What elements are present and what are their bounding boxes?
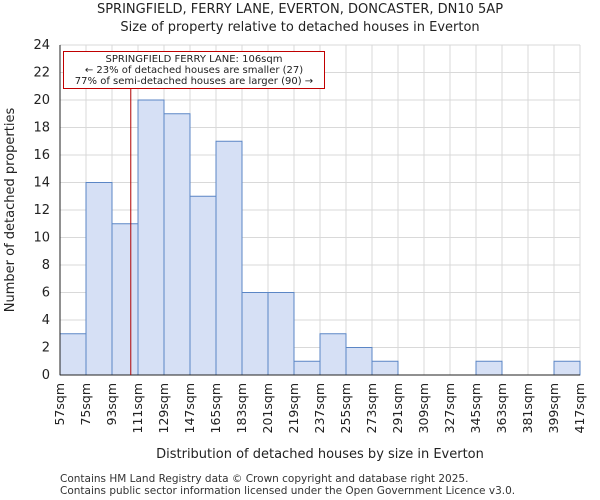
x-tick-label: 57sqm <box>52 383 67 426</box>
x-tick-label: 75sqm <box>78 383 93 426</box>
footer-line-2: Contains public sector information licen… <box>60 485 516 497</box>
bar <box>241 292 269 376</box>
y-tick-label: 2 <box>42 341 50 356</box>
x-tick-label: 363sqm <box>494 383 509 433</box>
x-tick-label: 327sqm <box>442 383 457 433</box>
y-tick-label: 14 <box>33 176 50 191</box>
x-tick-label: 129sqm <box>156 383 171 433</box>
footer-line-1: Contains HM Land Registry data © Crown c… <box>60 473 469 485</box>
y-tick-label: 24 <box>33 38 50 53</box>
x-tick-label: 381sqm <box>520 383 535 433</box>
x-tick-label: 291sqm <box>390 383 405 433</box>
bar <box>319 333 347 376</box>
x-tick-label: 183sqm <box>234 383 249 433</box>
annotation-box: SPRINGFIELD FERRY LANE: 106sqm ← 23% of … <box>63 51 325 89</box>
x-tick-label: 309sqm <box>416 383 431 433</box>
y-tick-label: 20 <box>33 93 50 108</box>
y-tick-label: 4 <box>42 313 50 328</box>
x-tick-label: 111sqm <box>130 383 145 433</box>
x-tick-label: 93sqm <box>104 383 119 426</box>
bar <box>163 113 191 376</box>
bar <box>345 347 373 376</box>
bar <box>215 140 243 376</box>
x-tick-label: 399sqm <box>546 383 561 433</box>
x-tick-label: 237sqm <box>312 383 327 433</box>
bar <box>553 360 581 376</box>
y-tick-label: 6 <box>42 286 50 301</box>
x-tick-label: 417sqm <box>572 383 587 433</box>
bar <box>111 223 139 376</box>
bar <box>189 195 217 376</box>
y-tick-label: 10 <box>33 231 50 246</box>
bar <box>137 99 165 376</box>
x-tick-label: 219sqm <box>286 383 301 433</box>
y-tick-label: 12 <box>33 203 50 218</box>
bar <box>371 360 399 376</box>
chart-title: SPRINGFIELD, FERRY LANE, EVERTON, DONCAS… <box>96 2 504 17</box>
bar <box>267 292 295 376</box>
x-tick-label: 273sqm <box>364 383 379 433</box>
y-tick-label: 22 <box>33 66 50 81</box>
annotation-line-2: ← 23% of detached houses are smaller (27… <box>84 65 304 76</box>
y-tick-label: 0 <box>42 368 50 383</box>
x-tick-label: 255sqm <box>338 383 353 433</box>
annotation-line-3: 77% of semi-detached houses are larger (… <box>74 76 314 87</box>
x-tick-label: 201sqm <box>260 383 275 433</box>
y-tick-label: 18 <box>33 121 50 136</box>
x-tick-label: 345sqm <box>468 383 483 433</box>
y-tick-label: 16 <box>33 148 50 163</box>
x-tick-label: 165sqm <box>208 383 223 433</box>
y-axis-label: Number of detached properties <box>3 108 18 313</box>
chart-subtitle: Size of property relative to detached ho… <box>120 20 480 35</box>
bar <box>293 360 321 376</box>
bar <box>475 360 503 376</box>
y-tick-label: 8 <box>42 258 50 273</box>
bar <box>59 333 87 376</box>
x-tick-label: 147sqm <box>182 383 197 433</box>
bar <box>85 182 113 376</box>
annotation-line-1: SPRINGFIELD FERRY LANE: 106sqm <box>105 54 283 65</box>
x-axis-label: Distribution of detached houses by size … <box>156 447 484 462</box>
